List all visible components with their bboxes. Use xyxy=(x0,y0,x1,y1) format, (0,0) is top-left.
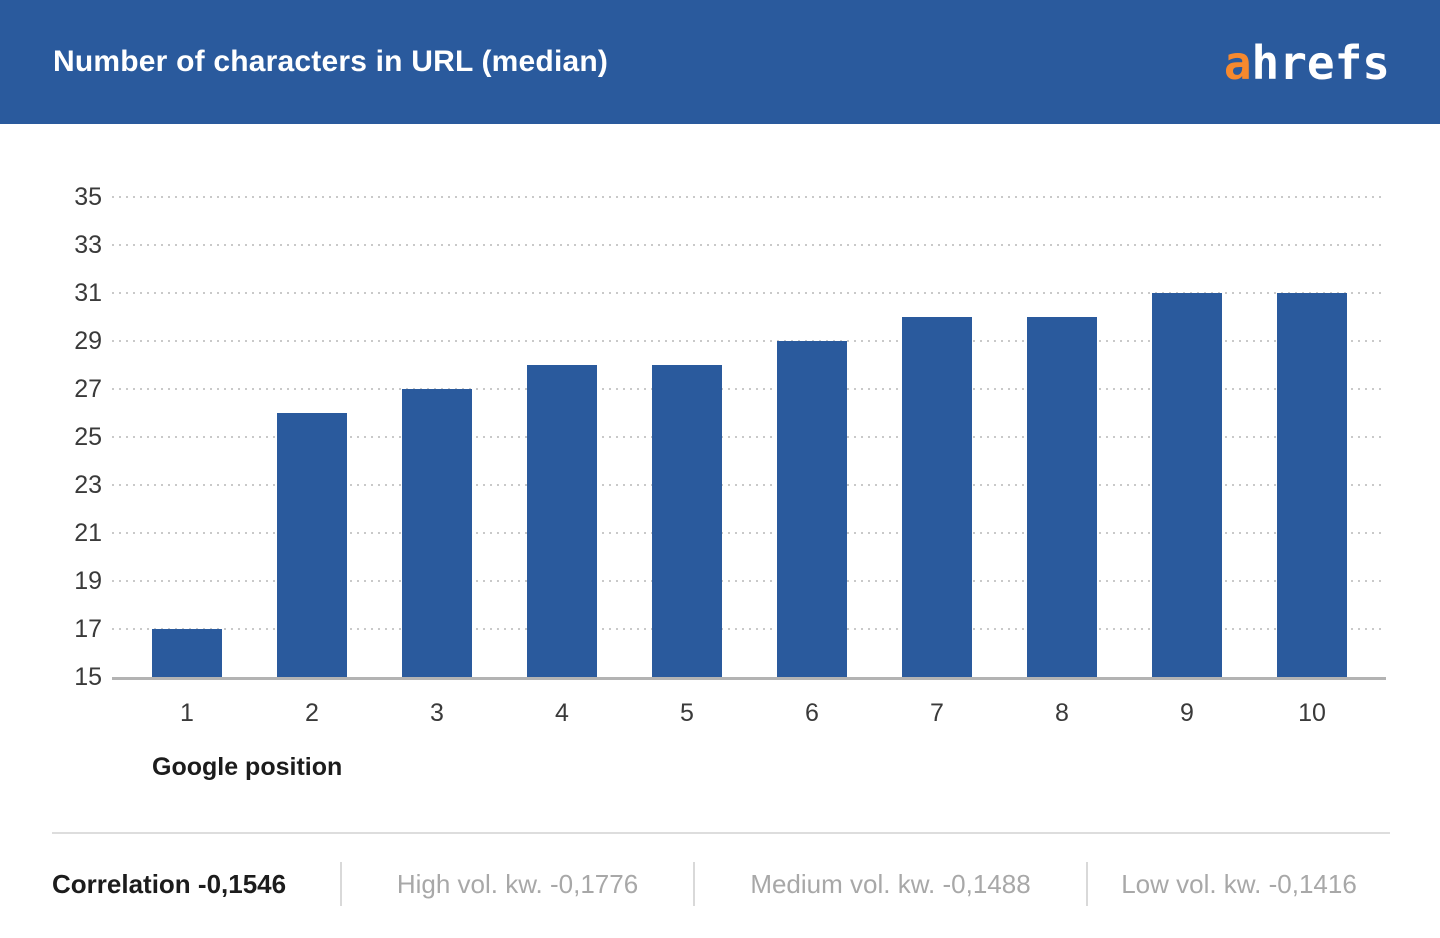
stat-segment: Medium vol. kw. -0,1488 xyxy=(693,862,1086,906)
stat-segment: Low vol. kw. -0,1416 xyxy=(1086,862,1390,906)
y-tick-label: 17 xyxy=(74,615,102,643)
ahrefs-logo: ahrefs xyxy=(1224,40,1390,86)
x-tick-label: 5 xyxy=(680,699,694,727)
x-axis-title: Google position xyxy=(152,753,343,781)
y-tick-label: 15 xyxy=(74,663,102,691)
x-axis-baseline xyxy=(112,677,1386,680)
bar xyxy=(777,341,847,677)
x-tick-label: 8 xyxy=(1055,699,1069,727)
y-gridline xyxy=(112,388,1386,390)
bar xyxy=(1152,293,1222,677)
y-tick-label: 21 xyxy=(74,519,102,547)
bar xyxy=(1027,317,1097,677)
correlation-stats: Correlation -0,1546 High vol. kw. -0,1776… xyxy=(52,862,1390,906)
x-tick-label: 10 xyxy=(1298,699,1326,727)
x-tick-label: 7 xyxy=(930,699,944,727)
y-tick-label: 31 xyxy=(74,279,102,307)
y-tick-label: 27 xyxy=(74,375,102,403)
y-gridline xyxy=(112,532,1386,534)
x-tick-label: 4 xyxy=(555,699,569,727)
y-gridline xyxy=(112,196,1386,198)
y-tick-label: 33 xyxy=(74,231,102,259)
x-tick-label: 1 xyxy=(180,699,194,727)
y-tick-label: 25 xyxy=(74,423,102,451)
bar xyxy=(402,389,472,677)
footer-divider xyxy=(52,832,1390,834)
y-gridline xyxy=(112,244,1386,246)
bar xyxy=(902,317,972,677)
stat-segment: Correlation -0,1546 xyxy=(52,868,287,899)
y-gridline xyxy=(112,484,1386,486)
header: Number of characters in URL (median) ahr… xyxy=(0,0,1440,124)
bar xyxy=(152,629,222,677)
y-gridline xyxy=(112,292,1386,294)
bar xyxy=(277,413,347,677)
y-gridline xyxy=(112,580,1386,582)
bar xyxy=(1277,293,1347,677)
y-gridline xyxy=(112,340,1386,342)
stat-segment: High vol. kw. -0,1776 xyxy=(340,862,693,906)
x-tick-label: 9 xyxy=(1180,699,1194,727)
bar xyxy=(652,365,722,677)
y-tick-label: 29 xyxy=(74,327,102,355)
y-gridline xyxy=(112,436,1386,438)
ahrefs-logo-hrefs: hrefs xyxy=(1251,36,1390,90)
y-gridline xyxy=(112,628,1386,630)
y-tick-label: 19 xyxy=(74,567,102,595)
x-tick-label: 2 xyxy=(305,699,319,727)
x-tick-label: 6 xyxy=(805,699,819,727)
ahrefs-logo-a: a xyxy=(1223,36,1252,90)
chart-title: Number of characters in URL (median) xyxy=(53,45,609,78)
y-tick-label: 23 xyxy=(74,471,102,499)
bar xyxy=(527,365,597,677)
x-tick-label: 3 xyxy=(430,699,444,727)
y-tick-label: 35 xyxy=(74,183,102,211)
